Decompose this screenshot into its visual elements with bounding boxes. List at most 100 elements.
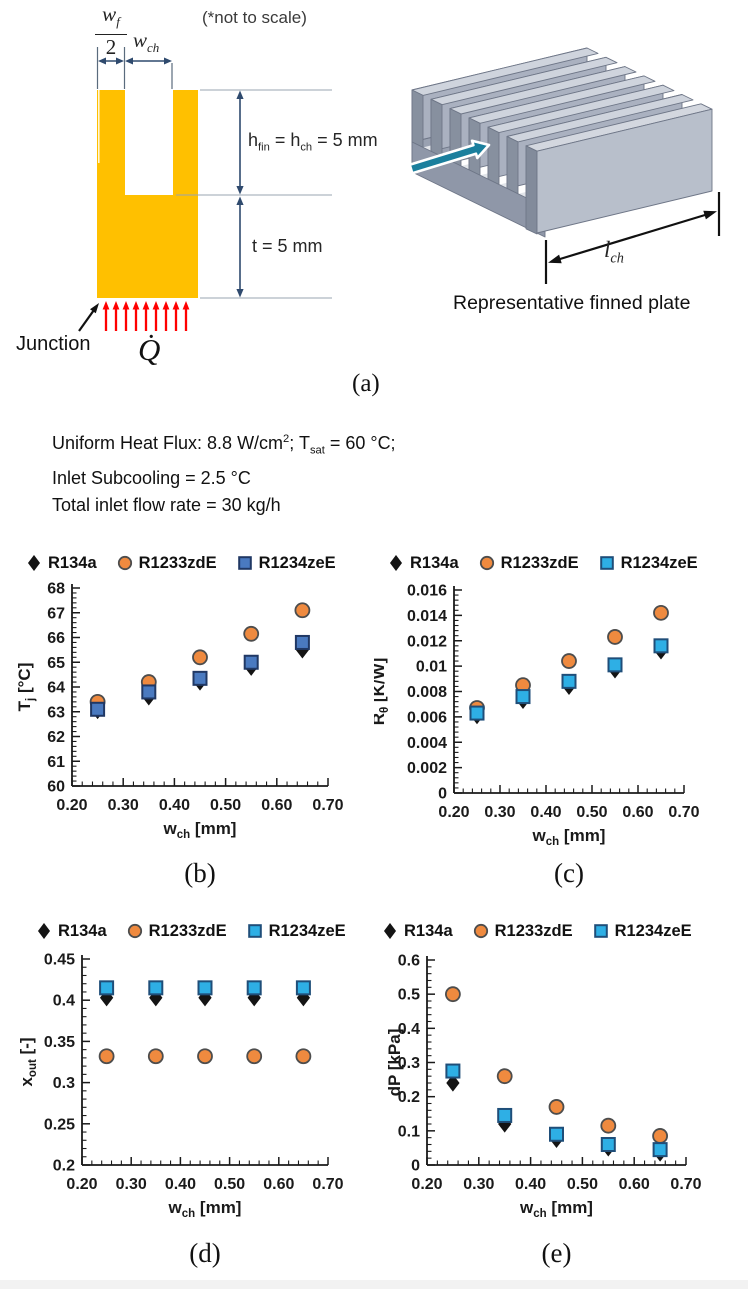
svg-text:0.25: 0.25 [44,1116,75,1133]
data-point-circle [117,555,132,571]
data-point-diamond [389,555,403,571]
svg-text:0.60: 0.60 [263,1176,294,1193]
series-R1233zdE [89,602,311,710]
not-to-scale-note: (*not to scale) [202,8,307,27]
data-point-circle [653,604,669,621]
svg-text:61: 61 [47,754,65,771]
data-point-square [600,1137,616,1152]
svg-text:wch [mm]: wch [mm] [532,826,606,848]
chart-c: R134a R1233zdE R1234zeE 0 0.002 0.004 0.006 0.… [374,540,748,889]
chart-b-caption: (b) [184,858,216,888]
svg-text:0.3: 0.3 [53,1075,75,1092]
legend-label: R134a [404,921,453,940]
legend-item-R1234zeE: R1234zeE [599,554,698,573]
svg-text:0.50: 0.50 [210,797,241,814]
data-point-circle [445,986,461,1003]
data-point-circle [496,1068,513,1085]
chart-e: R134a R1233zdE R1234zeE 0 0.1 0.2 0.3 0.4 0.5 0.… [374,908,748,1268]
legend-label: R1233zdE [494,921,573,940]
data-point-circle [147,1048,164,1065]
panel-a-schematic [78,47,721,332]
svg-text:0.70: 0.70 [670,1176,701,1193]
legend-marker-diamond-icon [389,555,403,571]
data-point-square [197,980,213,996]
svg-text:0.30: 0.30 [463,1176,494,1193]
svg-text:60: 60 [47,779,65,796]
junction-arrow [78,303,99,332]
data-point-square [246,980,262,996]
svg-text:68: 68 [47,581,65,598]
chart-b: R134a R1233zdE R1234zeE 60 61 62 63 64 65 66 67 68… [0,540,374,889]
svg-text:0.008: 0.008 [407,684,447,701]
extension-lines-right [176,89,332,299]
legend-marker-square-icon [247,924,262,938]
base-thickness-label: t = 5 mm [252,236,323,256]
data-point-circle [600,1117,617,1134]
data-point-diamond [446,1074,460,1092]
chart-c-plot: 0 0.002 0.004 0.006 0.008 0.01 0.012 0.014 0.016… [374,583,700,849]
svg-text:0: 0 [438,786,447,803]
series-R134a [446,1074,667,1162]
svg-text:0: 0 [411,1158,420,1175]
lch-label: lch [604,237,624,267]
svg-text:0.60: 0.60 [619,1176,650,1193]
svg-text:0.40: 0.40 [515,1176,546,1193]
chart-d: R134a R1233zdE R1234zeE 0.2 0.25 0.3 0.35 0.4 0… [0,908,374,1269]
data-point-square [295,980,311,996]
legend-item-R1233zdE: R1233zdE [117,554,217,573]
data-point-square [445,1063,461,1079]
axes: 60 61 62 63 64 65 66 67 68 0.20 0.30 0.40 0.50 0.60 0.… [47,581,343,815]
svg-text:0.2: 0.2 [398,1089,420,1106]
series-R1233zdE [469,604,669,716]
axes: 0 0.002 0.004 0.006 0.008 0.01 0.012 0.014 0.016… [407,583,700,822]
legend-item-R134a: R134a [388,554,459,573]
series-R1234zeE [445,1063,668,1158]
plate-caption: Representative finned plate [453,292,691,314]
data-point-circle [294,602,311,619]
chart-d-plot: 0.2 0.25 0.3 0.35 0.4 0.45 0.20 0.30 0.40 0.50 0.6… [17,952,344,1221]
svg-text:0.1: 0.1 [398,1123,420,1140]
legend-label: R1234zeE [268,921,346,940]
heat-input-label: Q̇ [138,332,161,367]
chart-b-legend: R134a R1233zdE R1234zeE [0,550,374,576]
wf-half-label: wf 2 [95,2,127,59]
data-point-diamond [37,923,51,939]
svg-text:0.45: 0.45 [44,952,75,969]
data-point-circle [548,1099,565,1115]
legend-marker-circle-icon [473,923,488,939]
svg-text:0.70: 0.70 [668,804,699,821]
data-point-diamond [27,555,41,571]
width-dimension-arrows [98,57,172,65]
legend-label: R134a [410,553,459,572]
svg-text:0.006: 0.006 [407,709,447,726]
data-point-square [653,638,669,654]
legend-marker-circle-icon [117,555,132,571]
conditions-line-1: Uniform Heat Flux: 8.8 W/cm2; Tsat = 60 … [52,433,396,457]
svg-text:63: 63 [47,704,65,721]
series-R1233zdE [98,1048,312,1065]
data-point-square [141,684,157,700]
series-R1233zdE [445,986,669,1144]
data-point-square [515,689,531,705]
conditions-line-3: Total inlet flow rate = 30 kg/h [52,494,281,515]
channel-cross-section [97,90,198,298]
junction-label: Junction [16,333,91,355]
data-point-square [599,556,614,570]
series-R1234zeE [469,638,669,721]
legend-item-R1233zdE: R1233zdE [127,922,227,941]
lch-dimension [544,192,721,284]
legend-marker-circle-icon [127,923,142,939]
legend-marker-square-icon [237,556,252,570]
chart-b-plot: 60 61 62 63 64 65 66 67 68 0.20 0.30 0.40 0.50 0.60 0.… [15,581,344,842]
svg-text:0.016: 0.016 [407,583,447,600]
svg-text:0.6: 0.6 [398,953,420,970]
svg-text:0.40: 0.40 [159,797,190,814]
legend-item-R134a: R134a [26,554,97,573]
data-point-square [294,634,310,650]
svg-text:Tj [°C]: Tj [°C] [15,663,37,712]
series-R1234zeE [99,980,311,996]
svg-text:0.01: 0.01 [416,659,447,676]
data-point-circle [479,555,494,571]
legend-label: R1233zdE [500,553,579,572]
